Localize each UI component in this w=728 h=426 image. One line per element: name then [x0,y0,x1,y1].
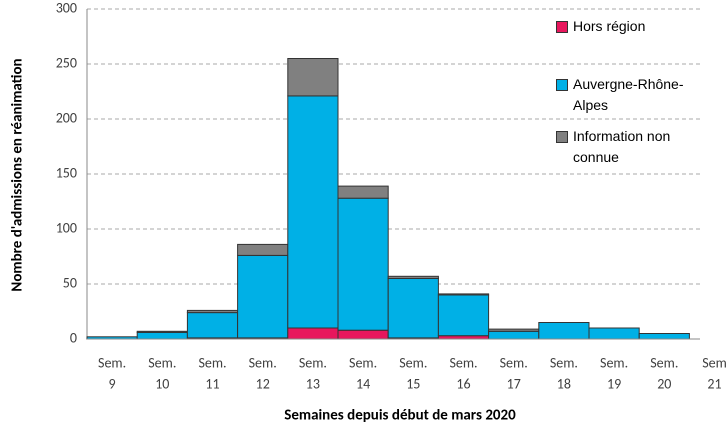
y-tick-label: 200 [56,109,77,126]
x-tick-label: 11 [205,375,219,392]
legend-item: Auvergne-Rhône-Alpes [556,74,716,116]
x-tick-label: Sem. [299,354,327,371]
legend-swatch [556,21,568,33]
bar-segment [538,322,590,340]
legend-swatch [556,79,568,91]
x-tick-label: 20 [657,375,671,392]
x-tick-label: Sem [702,354,727,371]
x-tick-label: 18 [557,375,571,392]
bar-segment [186,309,239,314]
x-tick-label: 15 [406,375,420,392]
bar-segment [287,58,339,97]
legend-item: Hors région [556,16,716,37]
bar-segment [337,197,389,331]
bar-segment [387,278,439,339]
x-tick-label: 13 [306,375,320,392]
bar-segment [287,327,339,340]
bar-segment [588,327,640,340]
x-tick-label: 12 [256,375,270,392]
x-tick-label: Sem. [249,354,277,371]
x-tick-label: 14 [356,375,370,392]
x-axis-title: Semaines depuis début de mars 2020 [284,407,516,425]
x-tick-label: 19 [607,375,621,392]
x-tick-label: Sem. [399,354,427,371]
x-tick-label: Sem. [550,354,578,371]
x-tick-label: Sem. [600,354,628,371]
bar-segment [337,185,389,199]
bar-segment [387,275,439,279]
x-tick-label: Sem. [449,354,477,371]
y-tick-label: 300 [56,0,77,16]
x-tick-label: 17 [507,375,521,392]
legend-swatch [556,131,568,143]
legend-label: Auvergne-Rhône-Alpes [573,76,684,113]
x-tick-label: Sem. [148,354,176,371]
x-tick-label: Sem. [500,354,528,371]
x-tick-label: 9 [109,375,116,392]
bar-segment [237,254,289,339]
x-tick-label: Sem. [349,354,377,371]
bar-segment [337,329,389,340]
y-axis-title: Nombre d'admissions en réanimation [9,58,27,291]
y-tick-label: 100 [56,219,77,236]
x-tick-label: 10 [155,375,169,392]
x-tick-label: Sem. [650,354,678,371]
y-tick-label: 50 [63,274,77,291]
bar-segment [488,328,540,332]
legend-label: Information non connue [573,128,671,165]
y-tick-label: 150 [56,164,77,181]
y-tick-label: 0 [70,329,77,346]
bar-segment [488,330,540,340]
bar-segment [437,293,490,296]
bar-segment [638,333,690,340]
bar-segment [186,312,239,339]
bar-segment [136,330,188,333]
x-tick-label: Sem. [98,354,126,371]
x-tick-label: Sem. [198,354,226,371]
bar-segment [437,294,490,337]
bar-segment [287,95,339,329]
y-tick-label: 250 [56,54,77,71]
legend-label: Hors région [573,18,646,34]
bar-segment [237,243,289,256]
legend: Hors région Auvergne-Rhône-Alpes Informati… [556,16,716,168]
bar-segment [136,331,188,340]
x-tick-label: 21 [707,375,721,392]
legend-item: Information non connue [556,126,716,168]
x-tick-label: 16 [456,375,470,392]
